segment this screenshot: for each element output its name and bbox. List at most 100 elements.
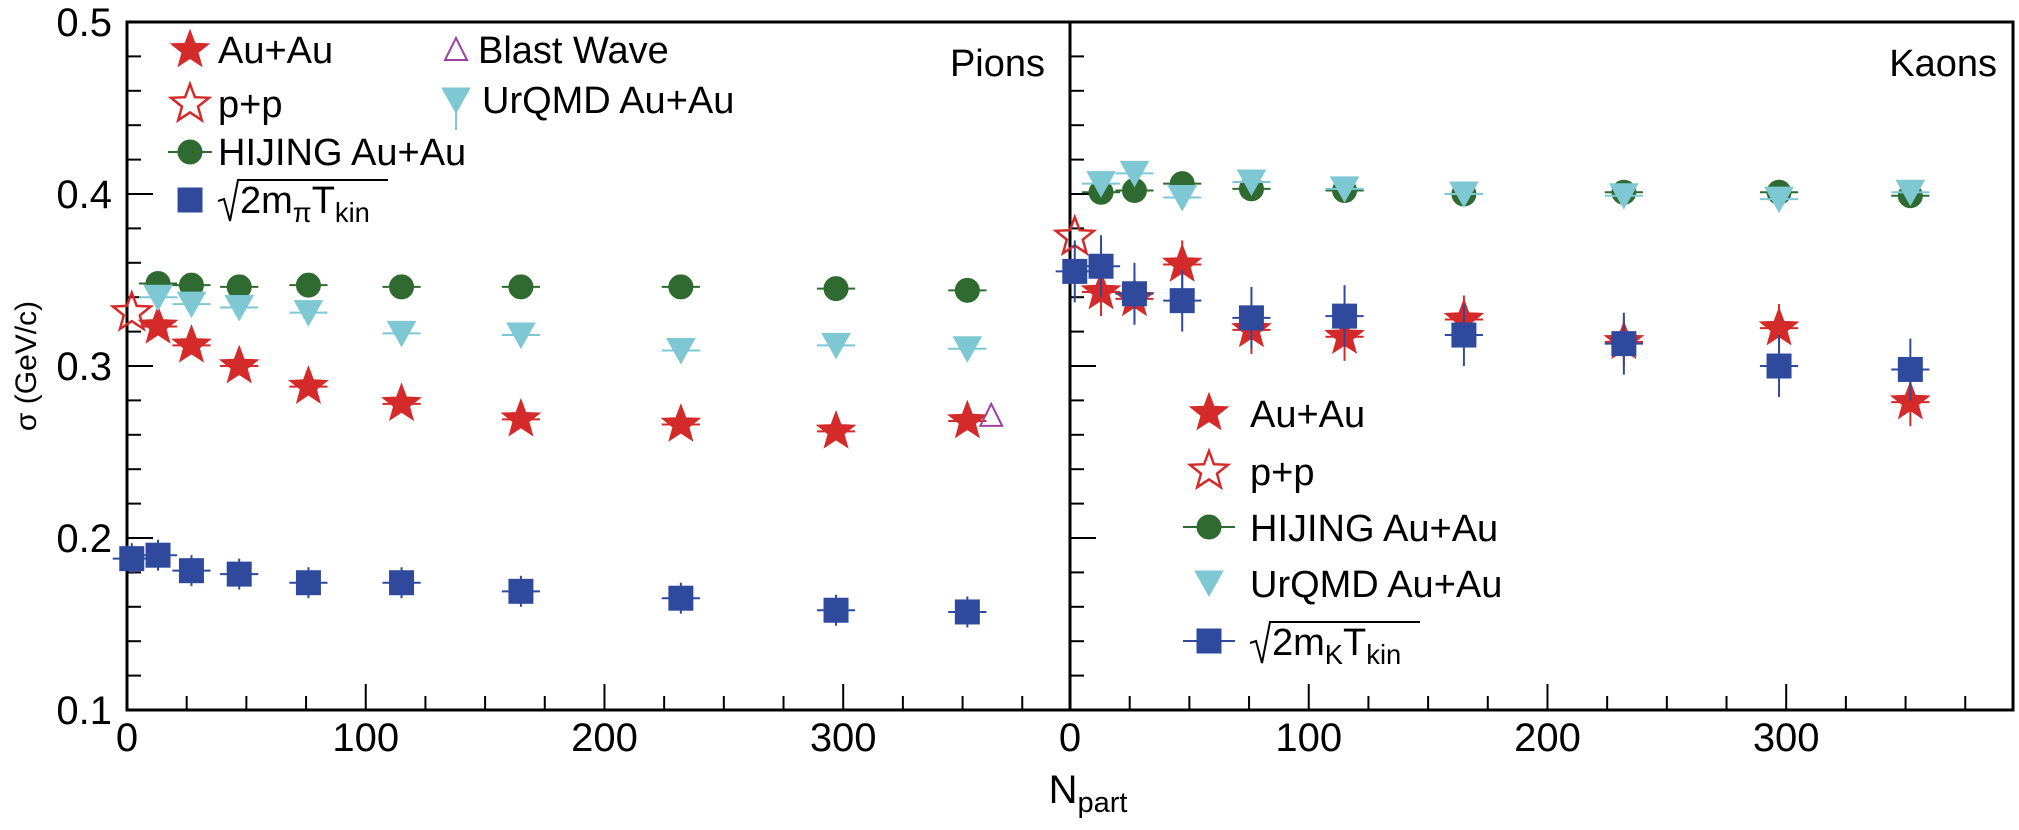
- legend-marker: [443, 35, 469, 61]
- data-point: [506, 322, 536, 350]
- legend-label: Au+Au: [1250, 394, 1365, 436]
- data-point: [666, 338, 696, 365]
- series-hijing: [138, 270, 987, 303]
- legend-marker: [167, 80, 213, 124]
- x-tick-label: 0: [1059, 716, 1081, 760]
- data-point: [1451, 322, 1477, 348]
- data-point: [1329, 176, 1360, 203]
- data-point: [119, 546, 145, 572]
- legend-item-blastwave: Blast Wave: [443, 30, 669, 72]
- data-point: [1332, 303, 1358, 329]
- data-point: [978, 401, 1004, 427]
- legend-label: 2mKTkin: [1272, 622, 1401, 670]
- series-urqmd: [138, 284, 987, 365]
- legend-item-hijing: HIJING Au+Au: [1183, 508, 1498, 550]
- legend-item-pp: p+p: [167, 80, 282, 126]
- data-point: [668, 274, 694, 300]
- x-axis-title-sub: part: [1077, 787, 1127, 819]
- legend-item-pp: p+p: [1186, 447, 1314, 494]
- legend-item-sqrt: 2mKTkin: [1183, 621, 1420, 670]
- legend-label: Au+Au: [218, 30, 333, 72]
- legend-label: UrQMD Au+Au: [482, 80, 734, 122]
- data-point: [1121, 281, 1147, 307]
- data-point: [109, 289, 155, 332]
- y-tick-label: 0.2: [56, 517, 112, 561]
- data-point: [954, 277, 980, 303]
- data-point: [1611, 331, 1637, 357]
- data-point: [178, 558, 204, 584]
- legend-label-sub2: kin: [335, 197, 370, 228]
- data-point: [389, 274, 415, 300]
- y-axis-title: σ (GeV/c): [10, 301, 43, 431]
- series-urqmd: [1081, 160, 1930, 214]
- kaons-legend: Au+Au p+p HIJING Au+Au UrQMD Au+Au 2mKTkin: [1183, 391, 1502, 670]
- data-point: [381, 382, 422, 422]
- legend-marker: [1196, 514, 1222, 540]
- legend-label-mid: T: [1343, 622, 1366, 664]
- legend-item-hijing: HIJING Au+Au: [168, 132, 466, 174]
- data-point: [288, 365, 329, 404]
- data-point: [946, 399, 988, 439]
- legend-marker: [177, 187, 203, 213]
- data-point: [660, 403, 702, 442]
- data-point: [508, 578, 534, 604]
- data-point: [226, 561, 252, 587]
- data-point: [1167, 184, 1198, 212]
- x-axis-title-main: N: [1049, 768, 1078, 812]
- data-point: [386, 320, 417, 348]
- data-point: [1449, 181, 1479, 209]
- data-point: [1895, 179, 1926, 207]
- data-point: [143, 284, 173, 312]
- sqrt-symbol: [1249, 621, 1420, 664]
- legend-marker: [1188, 391, 1230, 431]
- y-tick-label: 0.3: [56, 345, 112, 389]
- series-auau: [137, 304, 988, 449]
- data-point: [1119, 160, 1150, 188]
- legend-marker: [177, 139, 203, 165]
- data-point: [668, 585, 694, 611]
- x-tick-label: 0: [116, 716, 138, 760]
- data-point: [815, 409, 857, 449]
- data-point: [1897, 356, 1923, 382]
- y-tick-label: 0.5: [56, 1, 112, 45]
- data-point: [1766, 353, 1792, 379]
- data-point: [821, 332, 851, 360]
- data-point: [508, 274, 534, 300]
- data-point: [1764, 186, 1794, 214]
- kaons-data: [1052, 160, 1931, 427]
- kaons-axis-ticks: 0 100 200 300: [1059, 21, 1967, 760]
- legend-item-urqmd: UrQMD Au+Au: [441, 80, 734, 130]
- data-point: [176, 291, 207, 319]
- legend-label: HIJING Au+Au: [218, 132, 466, 174]
- kaons-panel-frame: [1068, 20, 2015, 712]
- data-point: [389, 570, 415, 596]
- legend-marker: [1194, 570, 1224, 598]
- x-axis-title: Npart: [1049, 768, 1128, 819]
- data-point: [1086, 171, 1116, 198]
- data-point: [1238, 305, 1264, 331]
- legend-label: 2mπTkin: [240, 180, 370, 228]
- sqrt-symbol: [217, 179, 388, 222]
- series-pp: [109, 289, 155, 332]
- legend-label-sub1: K: [1325, 639, 1343, 670]
- data-point: [823, 276, 849, 302]
- legend-marker: [1186, 447, 1232, 491]
- pions-axis-ticks: 0 100 200 300 0.1 0.2 0.3 0.4 0.5: [56, 1, 1024, 760]
- data-point: [295, 272, 321, 298]
- data-point: [293, 300, 324, 327]
- legend-label: p+p: [218, 84, 282, 126]
- data-point: [952, 336, 983, 363]
- legend-item-auau: Au+Au: [1188, 391, 1365, 436]
- pions-legend: Au+Au p+p HIJING Au+Au 2mπTkin Blast Wave UrQ…: [167, 28, 734, 228]
- legend-label: UrQMD Au+Au: [1250, 564, 1502, 606]
- x-tick-label: 200: [1514, 716, 1581, 760]
- legend-label: HIJING Au+Au: [1250, 508, 1498, 550]
- data-point: [1169, 288, 1195, 314]
- data-point: [1236, 169, 1267, 196]
- pions-panel-label: Pions: [950, 43, 1045, 85]
- series-hijing: [1081, 171, 1930, 209]
- data-point: [1609, 183, 1639, 210]
- data-point: [1088, 253, 1114, 279]
- legend-item-urqmd: UrQMD Au+Au: [1194, 564, 1502, 606]
